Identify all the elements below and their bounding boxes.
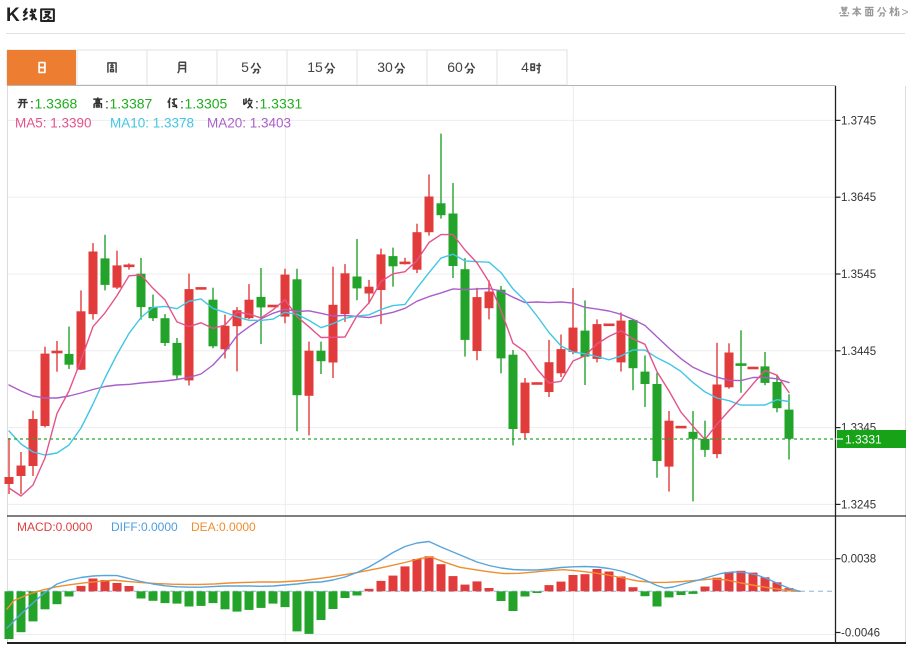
svg-text:1.3368: 1.3368 [35,96,78,112]
svg-text:1.3545: 1.3545 [841,269,876,281]
svg-text:MA20: 1.3403: MA20: 1.3403 [207,116,291,131]
svg-text:0.0038: 0.0038 [841,554,876,566]
svg-text:MA5: 1.3390: MA5: 1.3390 [15,116,92,131]
svg-text:1.3387: 1.3387 [110,96,153,112]
svg-text:1.3745: 1.3745 [841,115,876,127]
svg-text:K: K [6,5,20,26]
svg-text:15: 15 [307,59,323,75]
svg-text:-0.0046: -0.0046 [841,628,880,640]
svg-text:1.3305: 1.3305 [185,96,228,112]
svg-text:1.3645: 1.3645 [841,192,876,204]
svg-text:DEA:0.0000: DEA:0.0000 [191,520,256,534]
svg-text:MA10: 1.3378: MA10: 1.3378 [110,116,194,131]
svg-text:60: 60 [447,59,463,75]
svg-text:MACD:0.0000: MACD:0.0000 [17,520,93,534]
svg-text::: : [255,96,259,112]
svg-text:30: 30 [377,59,393,75]
svg-text::: : [105,96,109,112]
svg-text:1.3331: 1.3331 [260,96,303,112]
svg-text:5: 5 [241,59,249,75]
svg-text:4: 4 [521,59,529,75]
svg-text:1.3331: 1.3331 [845,433,882,447]
svg-text:1.3245: 1.3245 [841,499,876,511]
svg-text:1.3445: 1.3445 [841,346,876,358]
svg-text:DIFF:0.0000: DIFF:0.0000 [111,520,178,534]
svg-text:>: > [902,5,909,19]
svg-text::: : [30,96,34,112]
svg-text::: : [180,96,184,112]
